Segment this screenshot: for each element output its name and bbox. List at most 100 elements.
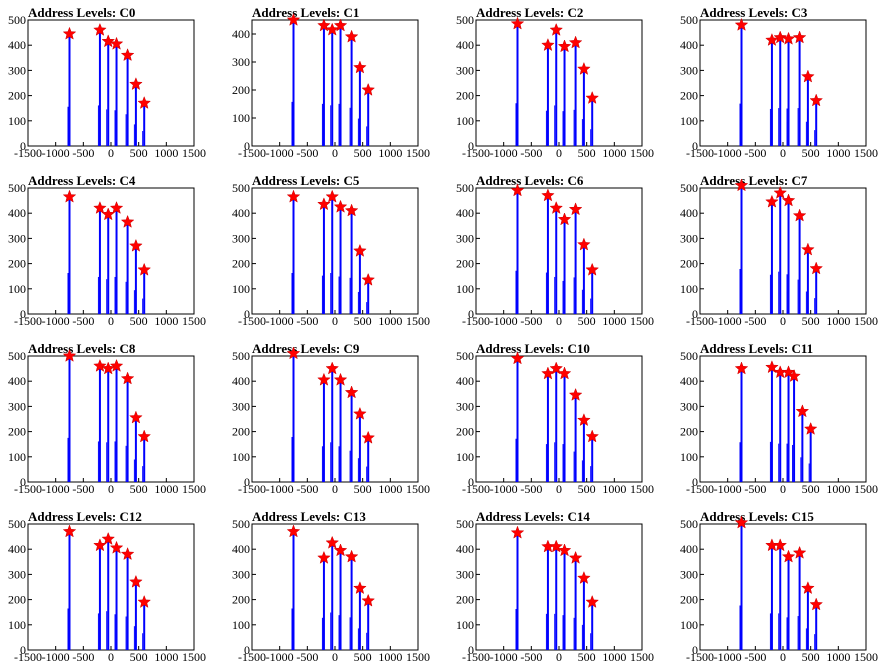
chart-title: Address Levels: C14 <box>476 509 590 524</box>
chart-panel: Address Levels: C6 0 100 200 300 400 500 -1500-… <box>448 168 672 336</box>
peak-marker <box>109 201 124 214</box>
x-tick-label: 1000 <box>378 482 402 496</box>
chart-title: Address Levels: C13 <box>252 509 366 524</box>
y-tick-label: 400 <box>8 38 26 52</box>
peak-marker <box>577 570 591 584</box>
peak-marker <box>325 189 340 203</box>
chart-panel: Address Levels: C11 0 100 200 300 400 500 -1500… <box>672 336 896 504</box>
plot-frame <box>475 19 643 147</box>
x-tick-label: -500 <box>72 314 94 328</box>
x-tick-label: -1000 <box>714 314 742 328</box>
x-tick-label: -1500 <box>14 146 42 160</box>
peak-marker <box>62 524 77 538</box>
peak-marker <box>781 31 796 45</box>
y-tick-label: 300 <box>8 567 26 581</box>
x-tick-label: 1500 <box>854 482 878 496</box>
y-tick-label: 100 <box>8 618 26 632</box>
x-tick-label: 500 <box>578 650 596 664</box>
x-tick-label: 500 <box>130 146 148 160</box>
plot-frame <box>251 355 419 483</box>
peak-marker <box>353 581 367 595</box>
peak-marker <box>568 387 583 401</box>
x-tick-label: 1500 <box>854 650 878 664</box>
y-tick-label: 400 <box>456 38 474 52</box>
y-tick-label: 500 <box>8 517 26 531</box>
peak-marker <box>781 193 796 207</box>
x-tick-label: -500 <box>296 146 318 160</box>
x-tick-label: 500 <box>802 482 820 496</box>
x-tick-label: 500 <box>130 482 148 496</box>
x-tick-label: 1000 <box>154 650 178 664</box>
y-tick-label: 200 <box>456 425 474 439</box>
y-tick-label: 100 <box>232 618 250 632</box>
x-tick-label: -1500 <box>238 146 266 160</box>
peak-marker <box>568 550 583 564</box>
peak-marker <box>510 183 525 197</box>
y-tick-label: 200 <box>456 257 474 271</box>
peak-marker <box>333 372 348 386</box>
peak-marker <box>809 261 824 275</box>
y-tick-label: 0 <box>20 475 26 489</box>
y-tick-label: 400 <box>232 206 250 220</box>
y-tick-label: 0 <box>692 643 698 657</box>
chart-plot: 0 100 200 300 400 500 -1500 -1000 -500 0 500 1000 15… <box>456 349 654 496</box>
x-tick-label: 500 <box>354 314 372 328</box>
peak-marker <box>361 82 376 96</box>
y-tick-label: 300 <box>232 567 250 581</box>
chart-panel: Address Levels: C12 0 100 200 300 400 500 -1500… <box>0 504 224 672</box>
chart-title: Address Levels: C15 <box>700 509 814 524</box>
chart-plot: 0 100 200 300 400 500 -1500 -1000 -500 0 500 1000 15… <box>680 349 878 496</box>
peak-marker <box>286 12 301 26</box>
chart-title: Address Levels: C8 <box>28 341 136 356</box>
peak-marker <box>101 34 116 48</box>
y-tick-label: 100 <box>456 450 474 464</box>
x-tick-label: -1000 <box>42 482 70 496</box>
y-tick-label: 200 <box>232 257 250 271</box>
x-tick-label: 500 <box>578 146 596 160</box>
plot-frame <box>699 187 867 315</box>
peak-marker <box>541 188 555 202</box>
peak-marker <box>109 36 124 50</box>
x-tick-label: 0 <box>332 650 338 664</box>
peak-marker <box>765 360 779 374</box>
x-tick-label: 1000 <box>602 482 626 496</box>
x-tick-label: 0 <box>108 482 114 496</box>
x-tick-label: 0 <box>332 314 338 328</box>
x-tick-label: -1000 <box>490 482 518 496</box>
x-tick-label: 1000 <box>826 314 850 328</box>
peak-marker <box>344 385 359 399</box>
peak-marker <box>353 406 367 420</box>
peak-marker <box>361 430 376 444</box>
y-tick-label: 0 <box>468 475 474 489</box>
y-tick-label: 0 <box>244 643 250 657</box>
x-tick-label: -500 <box>744 482 766 496</box>
peak-marker <box>62 26 77 40</box>
peak-marker <box>801 69 815 83</box>
x-tick-label: -1000 <box>490 650 518 664</box>
chart-title: Address Levels: C1 <box>252 5 360 20</box>
x-tick-label: -500 <box>744 314 766 328</box>
peak-marker <box>792 545 807 559</box>
plot-frame <box>251 19 419 147</box>
x-tick-label: 1500 <box>182 482 206 496</box>
x-tick-label: 0 <box>332 146 338 160</box>
peak-marker <box>120 48 135 62</box>
y-tick-label: 100 <box>680 450 698 464</box>
peak-marker <box>801 581 815 595</box>
chart-plot: 0 100 200 300 400 500 -1500 -1000 -500 0 500 1000 15… <box>8 181 206 328</box>
peak-marker <box>361 593 376 607</box>
x-tick-label: -1500 <box>462 314 490 328</box>
x-tick-label: -1500 <box>14 314 42 328</box>
peak-marker <box>510 351 525 365</box>
y-tick-label: 200 <box>232 425 250 439</box>
peak-marker <box>120 371 135 385</box>
peak-marker <box>109 358 124 372</box>
x-tick-label: 1500 <box>182 146 206 160</box>
y-tick-label: 400 <box>680 38 698 52</box>
x-tick-label: -1000 <box>42 146 70 160</box>
chart-panel: Address Levels: C1 0 100 200 300 400 -1500 -100… <box>224 0 448 168</box>
x-tick-label: 0 <box>556 314 562 328</box>
y-tick-label: 100 <box>680 114 698 128</box>
peak-marker <box>549 201 564 214</box>
x-tick-label: -500 <box>296 650 318 664</box>
